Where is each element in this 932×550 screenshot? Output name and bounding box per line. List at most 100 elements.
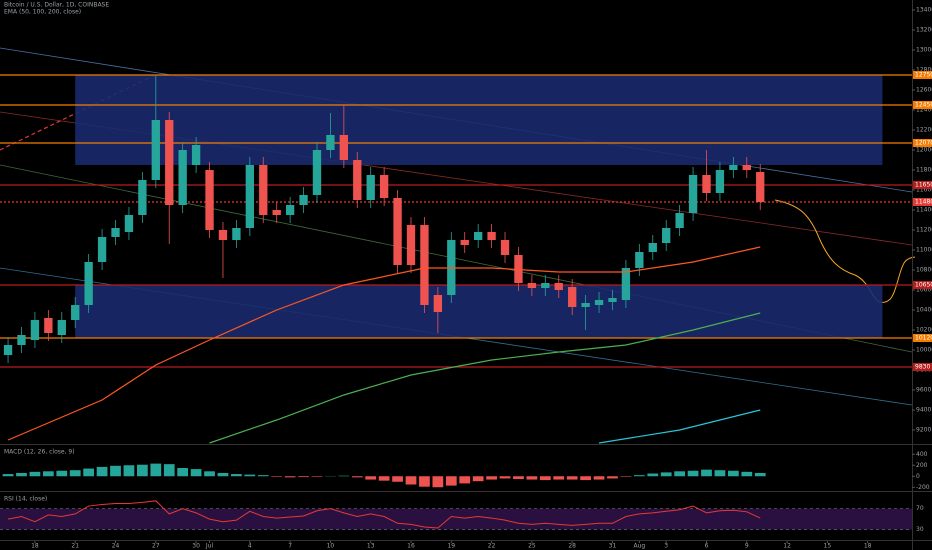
candle-body bbox=[420, 225, 429, 305]
y-tick-label: 10600 bbox=[916, 287, 932, 294]
x-tick-label: 9 bbox=[745, 543, 749, 550]
x-tick-label: 27 bbox=[152, 543, 160, 550]
x-tick-label: 18 bbox=[31, 543, 39, 550]
candle-body bbox=[500, 240, 510, 255]
y-tick-label: 11000 bbox=[916, 247, 932, 254]
candle-body bbox=[379, 175, 389, 198]
y-tick-label: 9600 bbox=[916, 387, 931, 394]
level-label-bg bbox=[913, 101, 932, 109]
zone bbox=[75, 285, 883, 338]
level-label-bg bbox=[913, 363, 932, 371]
candle-body bbox=[191, 145, 201, 165]
histogram-bar bbox=[69, 470, 81, 477]
y-tick-label: 11800 bbox=[916, 167, 932, 174]
histogram-bar bbox=[419, 476, 430, 487]
y-tick-label: 12400 bbox=[916, 107, 932, 114]
candle-body bbox=[608, 298, 617, 302]
histogram-bar bbox=[177, 468, 189, 477]
histogram-bar bbox=[499, 476, 511, 479]
candle-body bbox=[473, 232, 483, 240]
candle-body bbox=[662, 228, 671, 243]
histogram-bar bbox=[432, 476, 444, 488]
histogram-bar bbox=[311, 476, 323, 477]
histogram-bar bbox=[566, 476, 578, 480]
level-label-bg bbox=[913, 334, 932, 342]
x-tick-label: 15 bbox=[824, 543, 832, 550]
pane-title: MACD (12, 26, close, 9) bbox=[4, 449, 75, 456]
histogram-bar bbox=[257, 475, 269, 477]
candle-body bbox=[433, 295, 443, 312]
candle-body bbox=[594, 300, 604, 305]
histogram-bar bbox=[217, 472, 229, 477]
y-tick-label: 12200 bbox=[916, 127, 932, 134]
x-tick-label: 28 bbox=[568, 543, 576, 550]
candle-body bbox=[151, 120, 160, 180]
y-tick-label: 11600 bbox=[916, 187, 932, 194]
histogram-bar bbox=[110, 465, 121, 477]
level-label-bg bbox=[913, 181, 932, 189]
histogram-bar bbox=[2, 474, 14, 477]
candle-body bbox=[17, 335, 26, 345]
x-tick-label: 31 bbox=[609, 543, 617, 550]
histogram-bar bbox=[727, 470, 739, 477]
y-tick-label: 13200 bbox=[916, 27, 932, 34]
candle-body bbox=[218, 230, 228, 240]
histogram-bar bbox=[204, 471, 215, 477]
level-label: 10650 bbox=[915, 282, 932, 289]
candle-body bbox=[97, 237, 107, 262]
x-tick-label: 7 bbox=[288, 543, 292, 550]
histogram-bar bbox=[486, 476, 497, 480]
x-tick-label: Jul bbox=[205, 543, 214, 550]
candle-body bbox=[44, 318, 53, 333]
histogram-bar bbox=[620, 476, 632, 477]
histogram-bar bbox=[513, 476, 524, 479]
histogram-bar bbox=[580, 476, 591, 481]
x-tick-label: 24 bbox=[112, 543, 120, 550]
histogram-bar bbox=[633, 475, 645, 477]
candle-body bbox=[487, 232, 496, 240]
y-tick-label: 11200 bbox=[916, 227, 932, 234]
candle-body bbox=[366, 175, 375, 200]
y-tick-label: 0 bbox=[916, 473, 920, 480]
x-tick-label: 21 bbox=[71, 543, 79, 550]
candle-body bbox=[635, 252, 644, 268]
level-label: 12750 bbox=[915, 72, 932, 79]
level-label: 12070 bbox=[915, 140, 932, 147]
candle-body bbox=[460, 240, 469, 245]
candle-body bbox=[554, 283, 563, 290]
candle-body bbox=[729, 165, 738, 170]
candle-body bbox=[353, 160, 362, 200]
candle-body bbox=[57, 320, 66, 335]
level-label-bg bbox=[913, 71, 932, 79]
histogram-bar bbox=[338, 475, 350, 477]
histogram-bar bbox=[378, 476, 390, 481]
y-tick-label: 13000 bbox=[916, 47, 932, 54]
histogram-bar bbox=[593, 476, 605, 480]
histogram-bar bbox=[660, 472, 672, 477]
y-tick-label: 12000 bbox=[916, 147, 932, 154]
histogram-bar bbox=[392, 476, 403, 482]
x-tick-label: 13 bbox=[367, 543, 375, 550]
level-label: 11480 bbox=[915, 199, 932, 206]
x-tick-label: 25 bbox=[528, 543, 536, 550]
candle-body bbox=[568, 287, 577, 307]
level-label-bg bbox=[913, 139, 932, 147]
histogram-bar bbox=[472, 476, 484, 482]
candle-body bbox=[326, 135, 335, 150]
x-tick-label: 16 bbox=[407, 543, 415, 550]
moving-average bbox=[598, 409, 761, 444]
histogram-bar bbox=[674, 471, 686, 477]
histogram-bar bbox=[526, 476, 538, 480]
candle-body bbox=[742, 165, 751, 170]
histogram-bar bbox=[741, 471, 753, 477]
rsi-line bbox=[7, 500, 761, 529]
candle-body bbox=[688, 175, 698, 213]
histogram-bar bbox=[16, 472, 27, 477]
histogram-bar bbox=[137, 464, 148, 477]
candle-body bbox=[715, 170, 725, 193]
candle-body bbox=[339, 135, 349, 160]
x-tick-label: Aug bbox=[633, 543, 645, 550]
level-label: 12450 bbox=[915, 102, 932, 109]
candle-body bbox=[205, 170, 214, 230]
